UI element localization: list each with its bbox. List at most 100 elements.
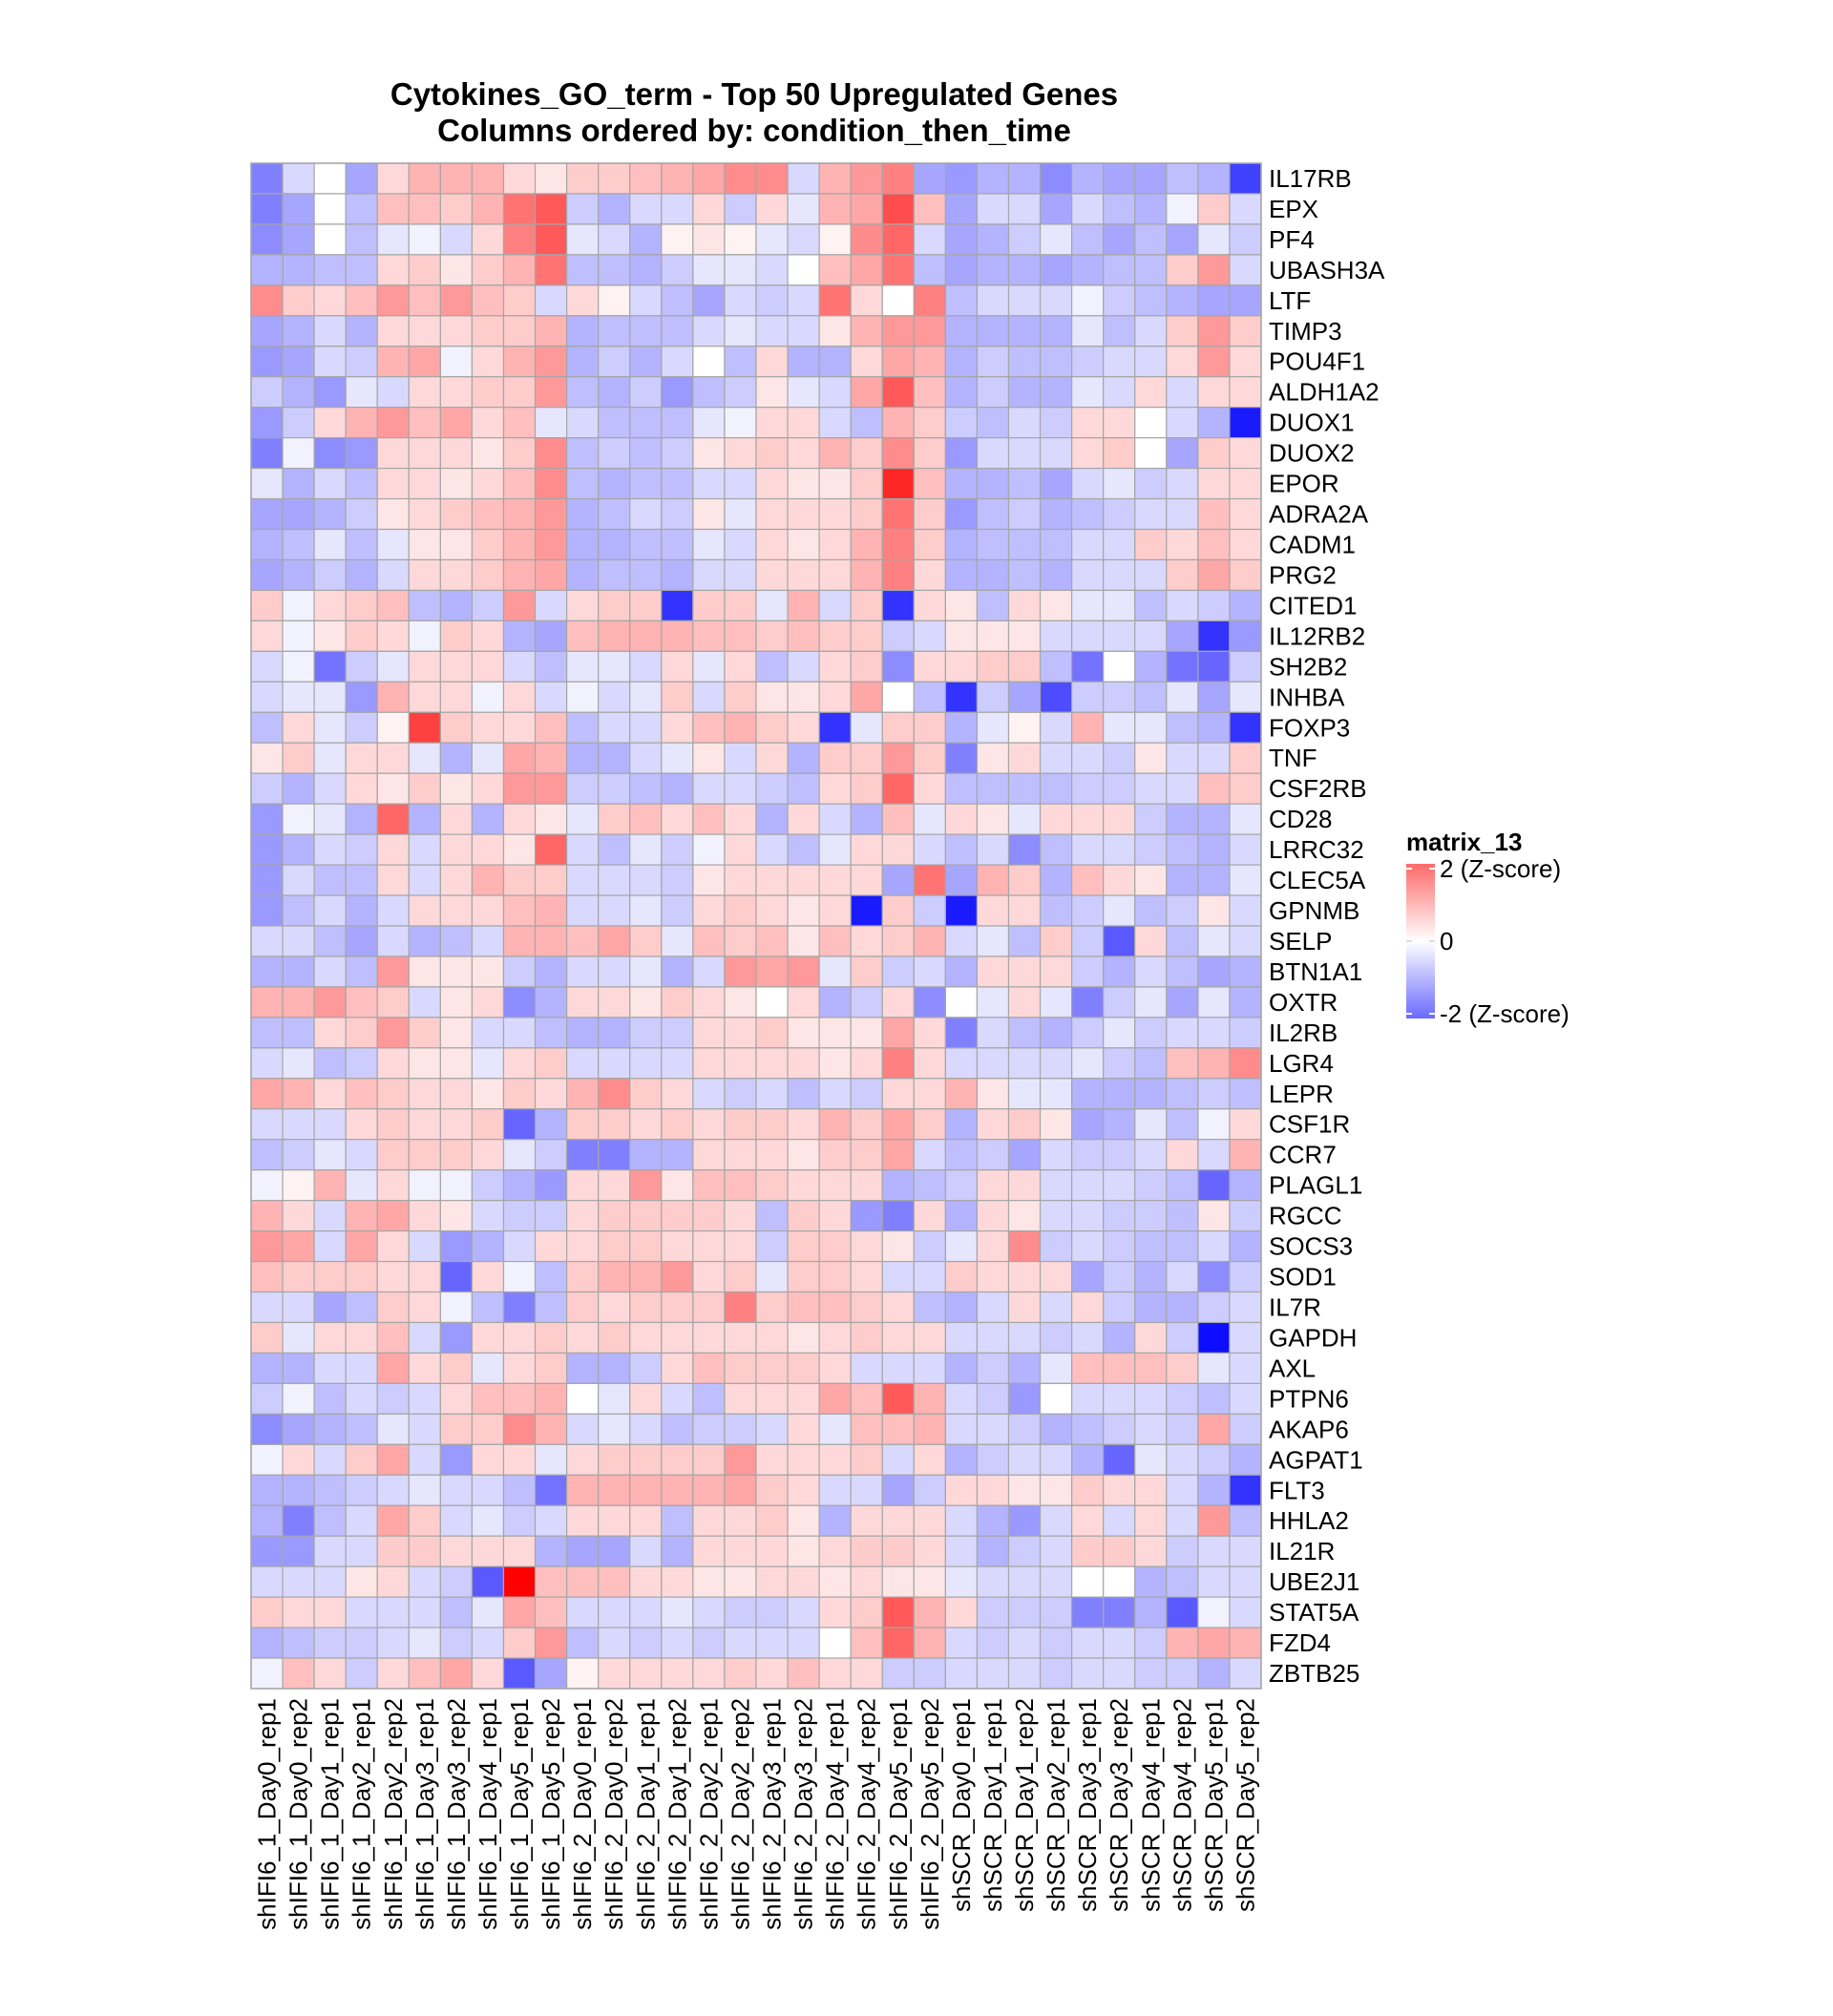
heatmap-cell <box>313 1017 347 1049</box>
heatmap-cell <box>313 1657 347 1690</box>
heatmap-cell <box>976 1108 1010 1141</box>
heatmap-cell <box>471 407 505 439</box>
heatmap-cell <box>502 437 537 470</box>
heatmap-cell <box>1103 803 1136 835</box>
heatmap-cell <box>313 1321 347 1354</box>
heatmap-cell <box>1134 193 1168 225</box>
heatmap-cell <box>1197 497 1231 531</box>
heatmap-cell <box>439 1321 474 1354</box>
heatmap-cell <box>850 315 883 347</box>
heatmap-cell <box>1071 1200 1105 1232</box>
heatmap-cell <box>881 1443 915 1476</box>
heatmap-cell <box>1229 833 1262 866</box>
heatmap-cell <box>439 1382 474 1415</box>
heatmap-cell <box>755 1078 789 1110</box>
heatmap-cell <box>724 558 757 592</box>
heatmap-cell <box>534 803 568 835</box>
heatmap-cell <box>850 1108 883 1141</box>
heatmap-cell <box>944 681 979 713</box>
heatmap-cell <box>313 1504 347 1537</box>
heatmap-cell <box>755 437 789 470</box>
heatmap-cell <box>1103 1108 1136 1141</box>
heatmap-cell <box>250 620 284 652</box>
heatmap-cell <box>1071 742 1105 774</box>
heatmap-cell <box>1007 528 1042 561</box>
heatmap-cell <box>598 162 631 195</box>
row-label: LGR4 <box>1269 1049 1334 1078</box>
heatmap-cell <box>818 986 852 1018</box>
heatmap-cell <box>850 1200 883 1232</box>
heatmap-cell <box>1071 1352 1105 1384</box>
heatmap-cell <box>881 1200 915 1232</box>
heatmap-cell <box>724 1169 757 1202</box>
heatmap-cell <box>629 1504 663 1537</box>
heatmap-cell <box>818 284 852 317</box>
heatmap-cell <box>1197 284 1231 317</box>
heatmap-cell <box>976 986 1010 1018</box>
heatmap-cell <box>408 1627 441 1659</box>
heatmap-cell <box>313 315 347 347</box>
heatmap-cell <box>661 497 694 531</box>
heatmap-cell <box>534 1382 568 1415</box>
heatmap-cell <box>1134 1169 1168 1202</box>
heatmap-cell <box>250 1078 284 1110</box>
heatmap-cell <box>471 1291 505 1324</box>
heatmap-cell <box>408 1139 441 1171</box>
heatmap-cell <box>724 803 757 835</box>
row-label: FOXP3 <box>1269 713 1350 742</box>
heatmap-cell <box>818 1627 852 1659</box>
heatmap-cell <box>881 284 915 317</box>
heatmap-cell <box>1103 1291 1136 1324</box>
heatmap-cell <box>1103 376 1136 409</box>
heatmap-cell <box>534 986 568 1018</box>
heatmap-cell <box>818 894 852 927</box>
row-label: EPX <box>1269 195 1318 223</box>
heatmap-cell <box>250 162 284 195</box>
heatmap-cell <box>345 1291 378 1324</box>
heatmap-cell <box>534 1169 568 1202</box>
heatmap-cell <box>566 162 600 195</box>
heatmap-cell <box>534 1321 568 1354</box>
column-label: shIFI6_2_Day1_rep2 <box>663 1698 691 1930</box>
heatmap-cell <box>1007 742 1042 774</box>
heatmap-cell <box>692 1413 726 1445</box>
heatmap-cell <box>282 1474 315 1506</box>
heatmap-cell <box>724 1443 757 1476</box>
heatmap-cell <box>724 1413 757 1445</box>
heatmap-cell <box>1039 162 1073 195</box>
heatmap-cell <box>598 620 631 652</box>
heatmap-cell <box>913 528 946 561</box>
heatmap-cell <box>1229 1139 1262 1171</box>
heatmap-cell <box>1197 1657 1231 1690</box>
heatmap-cell <box>534 407 568 439</box>
heatmap-cell <box>1229 650 1262 682</box>
heatmap-cell <box>724 468 757 500</box>
heatmap-cell <box>818 1291 852 1324</box>
heatmap-cell <box>1166 1291 1199 1324</box>
heatmap-cell <box>598 925 631 957</box>
heatmap-cell <box>534 1596 568 1628</box>
heatmap-cell <box>913 772 946 805</box>
heatmap-cell <box>787 711 820 744</box>
heatmap-cell <box>471 1535 505 1567</box>
heatmap-cell <box>1103 468 1136 500</box>
heatmap-cell <box>1229 1047 1262 1080</box>
heatmap-cell <box>282 956 315 988</box>
heatmap-cell <box>376 956 410 988</box>
heatmap-cell <box>944 1017 979 1049</box>
heatmap-cell <box>1071 1169 1105 1202</box>
heatmap-cell <box>1103 1565 1136 1598</box>
heatmap-cell <box>566 1504 600 1537</box>
heatmap-cell <box>250 864 284 896</box>
heatmap-cell <box>850 742 883 774</box>
heatmap-cell <box>566 742 600 774</box>
heatmap-cell <box>376 803 410 835</box>
heatmap-cell <box>692 254 726 286</box>
column-label: shSCR_Day4_rep2 <box>1168 1698 1196 1912</box>
heatmap-cell <box>724 650 757 682</box>
heatmap-cell <box>724 772 757 805</box>
heatmap-cell <box>881 1627 915 1659</box>
heatmap-cell <box>1007 1200 1042 1232</box>
heatmap-cell <box>534 742 568 774</box>
heatmap-cell <box>1166 1474 1199 1506</box>
